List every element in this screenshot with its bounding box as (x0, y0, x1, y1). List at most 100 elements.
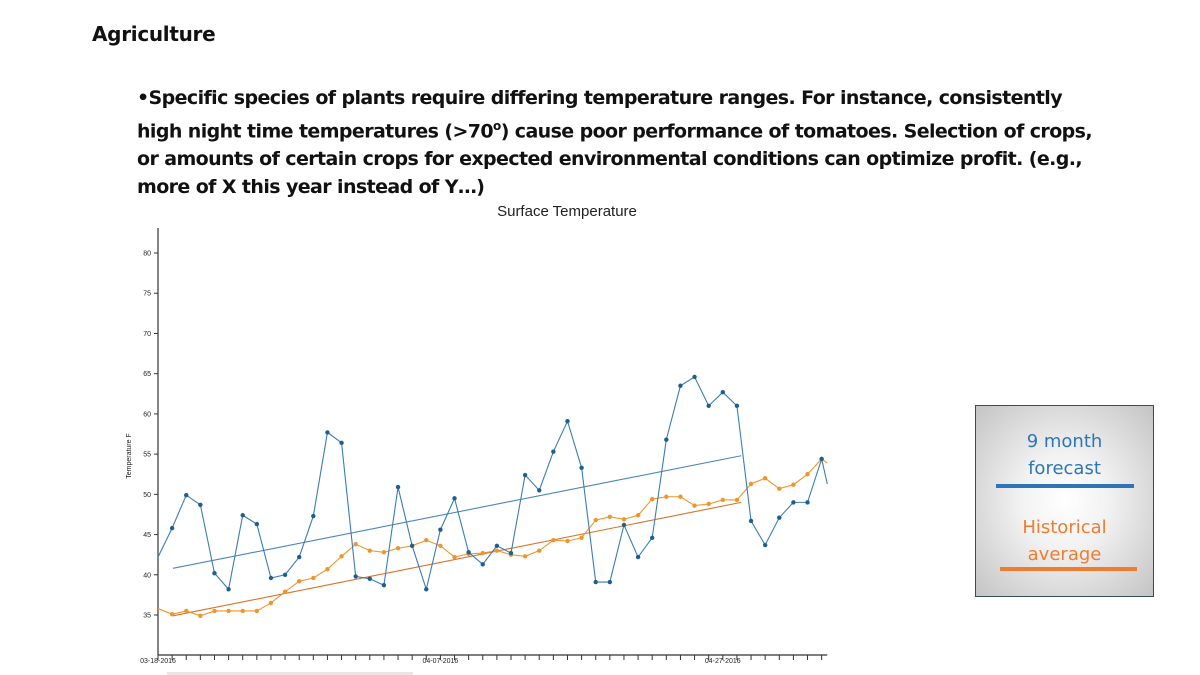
forecast-point (240, 513, 245, 518)
forecast-point (282, 572, 288, 577)
forecast-point (537, 488, 542, 493)
forecast-point (311, 513, 316, 519)
forecast-point (678, 383, 683, 388)
forecast-point (268, 575, 274, 581)
historical-point (367, 548, 372, 553)
forecast-point (508, 550, 514, 556)
historical-point (762, 476, 768, 481)
forecast-series-line (157, 376, 828, 592)
historical-point (635, 513, 641, 518)
x-tick-label: 04-07-2016 (422, 658, 458, 665)
historical-point (438, 543, 443, 549)
historical-point (452, 554, 457, 560)
historical-point (551, 537, 556, 543)
forecast-point (466, 550, 471, 555)
legend-forecast-swatch (996, 484, 1134, 488)
forecast-trend-line (172, 455, 742, 569)
historical-point (579, 535, 584, 540)
forecast-point (762, 542, 768, 548)
historical-point (198, 613, 203, 619)
forecast-point (777, 515, 782, 520)
forecast-point (720, 389, 725, 395)
y-tick-label: 55 (143, 452, 151, 459)
slide-title: Agriculture (92, 22, 216, 46)
forecast-point (593, 579, 598, 585)
historical-point (184, 608, 189, 614)
historical-point (240, 608, 245, 614)
forecast-point (664, 437, 669, 442)
historical-point (395, 546, 401, 551)
bullet-line-4: more of X this year instead of Y…) (137, 176, 485, 199)
forecast-point (692, 374, 697, 380)
historical-point (706, 501, 711, 507)
legend-historical-label-1: Historical (1022, 517, 1107, 538)
forecast-point (381, 583, 387, 588)
historical-point (226, 608, 231, 614)
forecast-point (395, 484, 401, 490)
forecast-point (494, 543, 500, 549)
forecast-point (650, 535, 655, 540)
axes: 35 40 45 50 55 60 65 70 75 80 03-18-2016 04-07-2016… (140, 228, 828, 665)
historical-point (494, 548, 500, 553)
forecast-point (353, 574, 358, 579)
historical-point (537, 548, 542, 553)
forecast-point (706, 403, 711, 409)
historical-point (593, 517, 598, 523)
bullet-line-2b: ) cause poor performance of tomatoes. Se… (500, 120, 1093, 143)
y-tick-label: 40 (143, 572, 151, 579)
bullet-text: •Specific species of plants require diff… (137, 84, 1097, 201)
forecast-point (791, 500, 796, 505)
forecast-point (805, 500, 810, 505)
y-tick-label: 60 (143, 411, 151, 418)
forecast-point (438, 527, 443, 532)
legend-forecast-label-2: forecast (1028, 458, 1101, 479)
legend-box: 9 month forecast Historical average (975, 405, 1154, 597)
historical-point (212, 608, 217, 614)
forecast-point (607, 579, 613, 585)
historical-point (777, 486, 782, 491)
historical-point (480, 550, 485, 556)
historical-point (650, 496, 655, 502)
forecast-point (748, 518, 754, 524)
historical-point (692, 503, 697, 508)
y-tick-label: 70 (143, 331, 151, 338)
historical-point (621, 517, 627, 522)
historical-trend-line (172, 501, 742, 617)
forecast-point (480, 562, 485, 567)
historical-point (325, 566, 330, 572)
forecast-point (522, 472, 528, 478)
historical-point (734, 497, 740, 503)
y-tick-label: 80 (143, 251, 151, 258)
chart-scrollbar[interactable] (167, 672, 413, 675)
historical-point (720, 497, 725, 503)
forecast-point (198, 502, 203, 507)
degree-superscript: o (493, 119, 501, 133)
y-tick-label: 65 (143, 371, 151, 378)
historical-point (353, 542, 358, 547)
x-tick-label: 04-27-2016 (705, 658, 741, 665)
historical-point (664, 494, 669, 499)
bullet-line-3: or amounts of certain crops for expected… (137, 148, 1083, 171)
legend-historical-label-2: average (1027, 544, 1102, 565)
legend-forecast-label-1: 9 month (1026, 431, 1103, 452)
historical-point (311, 575, 316, 581)
forecast-point (424, 587, 429, 592)
historical-point (607, 514, 613, 520)
forecast-point (325, 430, 330, 435)
historical-point (791, 482, 796, 487)
trend-lines (172, 455, 742, 617)
historical-point (282, 589, 288, 594)
chart-title: Surface Temperature (497, 203, 637, 220)
forecast-point (254, 521, 260, 527)
forecast-point (184, 492, 189, 498)
forecast-point (621, 522, 627, 528)
series-group (157, 374, 828, 619)
forecast-point (212, 570, 217, 576)
historical-point (522, 554, 528, 559)
historical-point (805, 472, 810, 477)
forecast-point (297, 554, 302, 560)
y-axis-label: Temperature F (126, 433, 133, 479)
historical-point (169, 611, 175, 617)
historical-point (381, 550, 387, 555)
